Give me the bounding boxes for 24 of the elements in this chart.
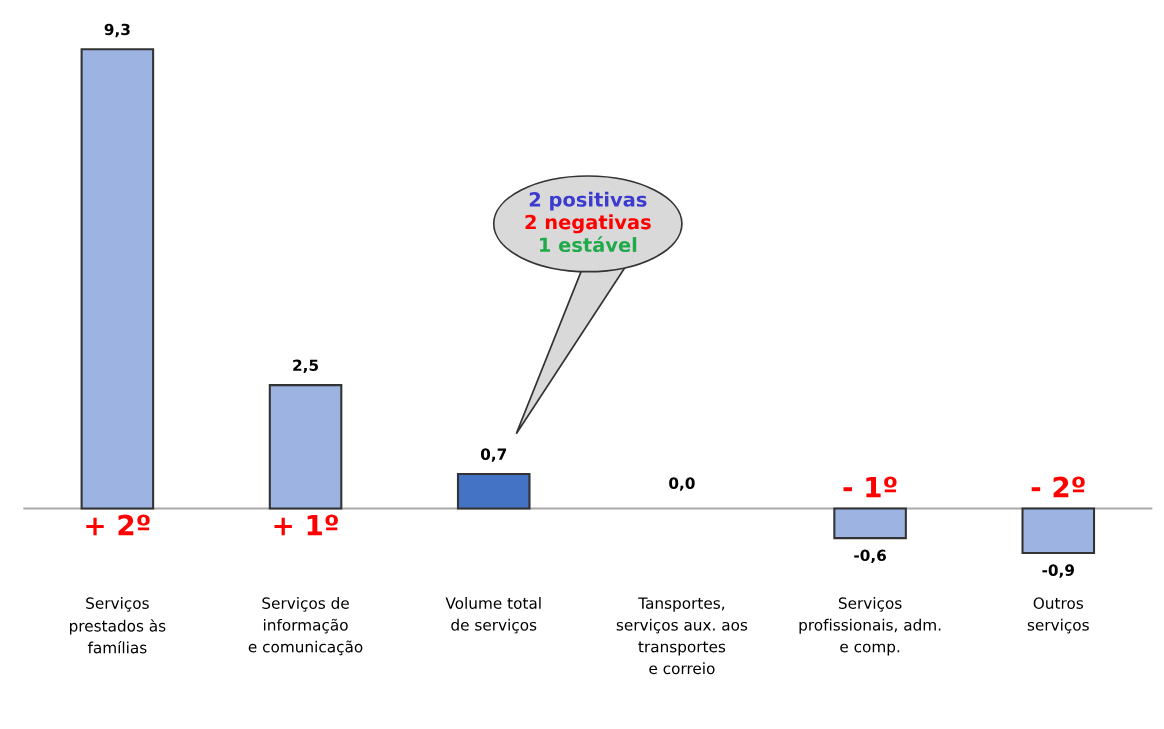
annotation: - 2º bbox=[1031, 476, 1085, 498]
x-tick-label: Serviços profissionais, adm. e comp. bbox=[799, 597, 941, 656]
data-label: -0,9 bbox=[1042, 564, 1074, 578]
x-tick-label: Outros serviços bbox=[1027, 597, 1089, 634]
bar bbox=[833, 507, 907, 540]
bar bbox=[80, 48, 155, 510]
data-label: -0,6 bbox=[854, 549, 886, 564]
x-tick-label: Serviços prestados às famílias bbox=[69, 597, 166, 654]
bar bbox=[268, 384, 343, 510]
x-tick-label: Serviços de informação e comunicação bbox=[248, 597, 363, 656]
annotation: 1 estável bbox=[540, 236, 637, 253]
annotation: + 1º bbox=[274, 514, 338, 536]
data-label: 0,7 bbox=[480, 448, 507, 462]
x-tick-label: Volume total de serviços bbox=[445, 597, 541, 634]
annotation: 2 negativas bbox=[525, 214, 651, 234]
data-label: 9,3 bbox=[104, 23, 130, 38]
data-label: 0,0 bbox=[669, 477, 695, 491]
x-tick-label: Tansportes, serviços aux. aos transportes e correio bbox=[616, 597, 748, 675]
annotation: 2 positivas bbox=[529, 191, 647, 211]
annotation: + 2º bbox=[86, 514, 150, 536]
data-label: 2,5 bbox=[293, 359, 319, 373]
bar bbox=[456, 472, 531, 510]
bar bbox=[1021, 507, 1096, 555]
annotation: - 1º bbox=[843, 476, 897, 498]
